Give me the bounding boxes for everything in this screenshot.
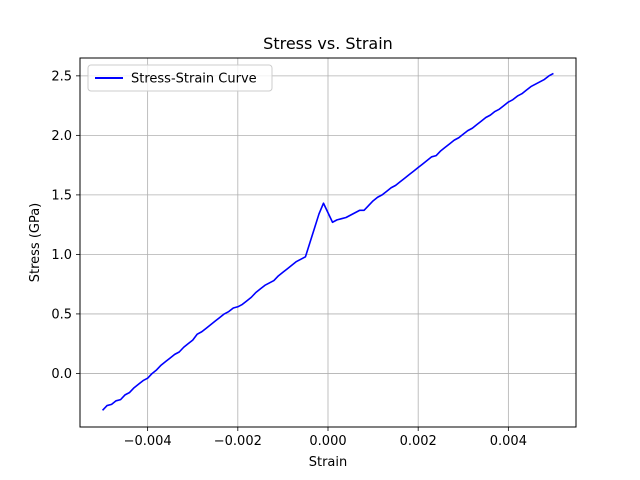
chart-title: Stress vs. Strain xyxy=(263,34,393,53)
y-tick-label: 0.5 xyxy=(51,307,72,322)
x-tick-label: 0.000 xyxy=(309,434,346,449)
y-axis-label: Stress (GPa) xyxy=(28,203,43,283)
legend-box xyxy=(87,64,273,92)
x-tick-label: −0.004 xyxy=(124,434,172,449)
y-tick-label: 1.0 xyxy=(51,248,72,263)
y-tick-label: 2.0 xyxy=(51,129,72,144)
y-tick-label: 1.5 xyxy=(51,188,72,203)
ticks: −0.004 −0.002 0.000 0.002 0.004 0.0 0.5 1.0 1.5 2… xyxy=(51,69,527,449)
x-tick-label: 0.004 xyxy=(490,434,527,449)
grid xyxy=(80,58,576,427)
x-tick-label: −0.002 xyxy=(214,434,262,449)
series-layer xyxy=(101,72,554,411)
y-tick-label: 0.0 xyxy=(51,367,72,382)
legend-label-stress-strain: Stress-Strain Curve xyxy=(131,72,257,87)
y-tick-label: 2.5 xyxy=(51,69,72,84)
x-axis-label: Strain xyxy=(309,455,348,470)
x-tick-label: 0.002 xyxy=(400,434,437,449)
legend: Stress-Strain Curve xyxy=(87,64,273,92)
series-line-stress-strain xyxy=(101,72,554,411)
